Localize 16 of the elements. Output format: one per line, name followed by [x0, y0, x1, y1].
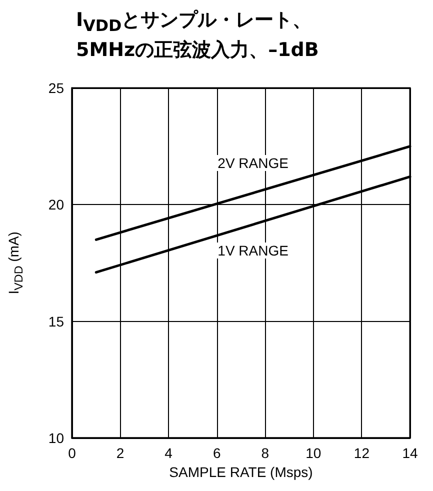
x-tick-label: 0: [68, 445, 76, 461]
x-tick-label: 4: [164, 445, 173, 461]
x-axis-title: SAMPLE RATE (Msps): [169, 464, 313, 480]
x-tick-label: 12: [354, 445, 370, 461]
y-tick-label: 20: [48, 196, 64, 213]
series-label: 2V RANGE: [218, 155, 288, 171]
x-tick-label: 2: [116, 445, 124, 461]
x-tick-label: 6: [212, 445, 221, 461]
series-label: 1V RANGE: [218, 242, 288, 258]
chart-title: I$_{VDD}$とサンプル・レート、 5MHzの正弦波入力、–1dB: [76, 8, 319, 62]
y-tick-label: 25: [48, 80, 64, 96]
y-tick-label: 10: [48, 430, 64, 446]
y-tick-label: 15: [48, 313, 64, 330]
x-tick-label: 10: [306, 445, 322, 461]
x-tick-label: 8: [261, 445, 270, 461]
x-tick-label: 14: [402, 445, 418, 461]
